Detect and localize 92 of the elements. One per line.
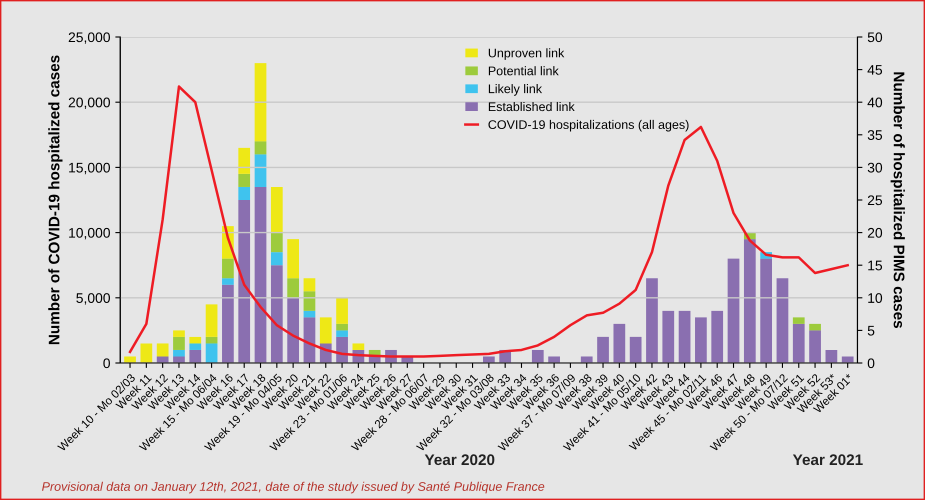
y2-tick-label: 45 <box>868 65 882 75</box>
bar <box>254 186 266 363</box>
bar <box>792 324 805 363</box>
y-tick-label: 5,000 <box>76 293 110 305</box>
y-tick-label: 20,000 <box>68 98 110 110</box>
y2-tick-label: 35 <box>868 130 882 140</box>
bar <box>630 336 642 363</box>
bar <box>287 278 300 298</box>
y2-tick-label: 30 <box>868 162 882 173</box>
bar <box>173 356 185 363</box>
bar <box>189 350 202 363</box>
bar <box>270 186 283 233</box>
bar <box>336 298 348 324</box>
bar <box>826 350 838 363</box>
bar <box>695 317 707 363</box>
y-tick-label: 0 <box>103 358 110 368</box>
bar <box>336 330 348 337</box>
bar <box>270 252 283 266</box>
y2-axis-title: Number of hospitalized PIMS cases <box>890 72 905 328</box>
bar <box>304 291 316 311</box>
y2-tick-label: 50 <box>868 32 882 42</box>
legend-label: Likely link <box>488 84 542 96</box>
bar <box>548 356 560 363</box>
legend-label: Potential link <box>488 66 559 76</box>
bar <box>320 317 332 344</box>
y2-tick-label: 40 <box>868 98 882 108</box>
bar <box>238 200 250 363</box>
bar <box>304 278 316 292</box>
bar <box>156 343 169 356</box>
bar <box>711 310 724 363</box>
bar <box>352 343 364 350</box>
bar <box>482 356 495 363</box>
y-tick-label: 25,000 <box>68 32 110 44</box>
bar <box>776 278 788 363</box>
bar <box>728 258 740 363</box>
bar <box>646 278 658 363</box>
bar <box>238 148 250 174</box>
bar <box>580 356 593 363</box>
y2-tick-label: 15 <box>868 260 882 270</box>
bar <box>809 330 821 363</box>
bar <box>662 310 674 363</box>
legend-label: Unproven link <box>488 48 564 60</box>
bar <box>744 239 756 363</box>
y2-tick-label: 0 <box>868 358 874 368</box>
text: Year 2021 <box>792 454 863 466</box>
y-axis-title: Number of COVID-19 hospitalized cases <box>48 55 62 344</box>
bar <box>760 258 772 363</box>
y2-tick-label: 5 <box>868 326 874 336</box>
legend-label: COVID-19 hospitalizations (all ages) <box>488 120 689 132</box>
legend-label: Established link <box>488 102 575 112</box>
bar <box>678 310 690 363</box>
bar <box>254 141 266 154</box>
bar <box>270 232 283 252</box>
bar <box>206 336 218 344</box>
bar <box>809 324 821 330</box>
bar <box>189 343 202 350</box>
bar <box>238 186 250 200</box>
bar <box>287 239 300 278</box>
bar <box>173 350 185 356</box>
bar <box>156 356 169 363</box>
bar <box>304 317 316 363</box>
bar <box>206 343 218 363</box>
bar <box>336 336 348 363</box>
bar <box>140 343 152 363</box>
bar <box>336 324 348 330</box>
y-tick-label: 15,000 <box>69 162 110 174</box>
bar <box>270 265 283 363</box>
bar <box>287 298 300 363</box>
bar <box>222 258 234 278</box>
bar <box>254 63 266 142</box>
text: Provisional data on January 12th, 2021, date of the study issued by Santé Publique France <box>42 482 544 494</box>
y2-tick-label: 10 <box>868 293 882 303</box>
bar <box>613 324 626 363</box>
bar <box>222 284 234 363</box>
bar <box>792 317 805 324</box>
y2-tick-label: 25 <box>868 195 882 206</box>
y-tick-label: 10,000 <box>69 228 110 240</box>
bar <box>173 336 185 350</box>
bar <box>173 330 185 337</box>
bar <box>842 356 854 363</box>
bar <box>254 154 266 187</box>
bar <box>238 174 250 187</box>
bar <box>124 356 136 363</box>
bar <box>189 336 202 344</box>
bar <box>304 310 316 318</box>
bar <box>597 336 609 363</box>
text: Year 2020 <box>424 454 494 466</box>
bar <box>206 304 218 337</box>
y2-tick-label: 20 <box>868 228 882 238</box>
bar <box>222 278 234 285</box>
bar <box>532 350 544 363</box>
line-series <box>128 85 849 358</box>
